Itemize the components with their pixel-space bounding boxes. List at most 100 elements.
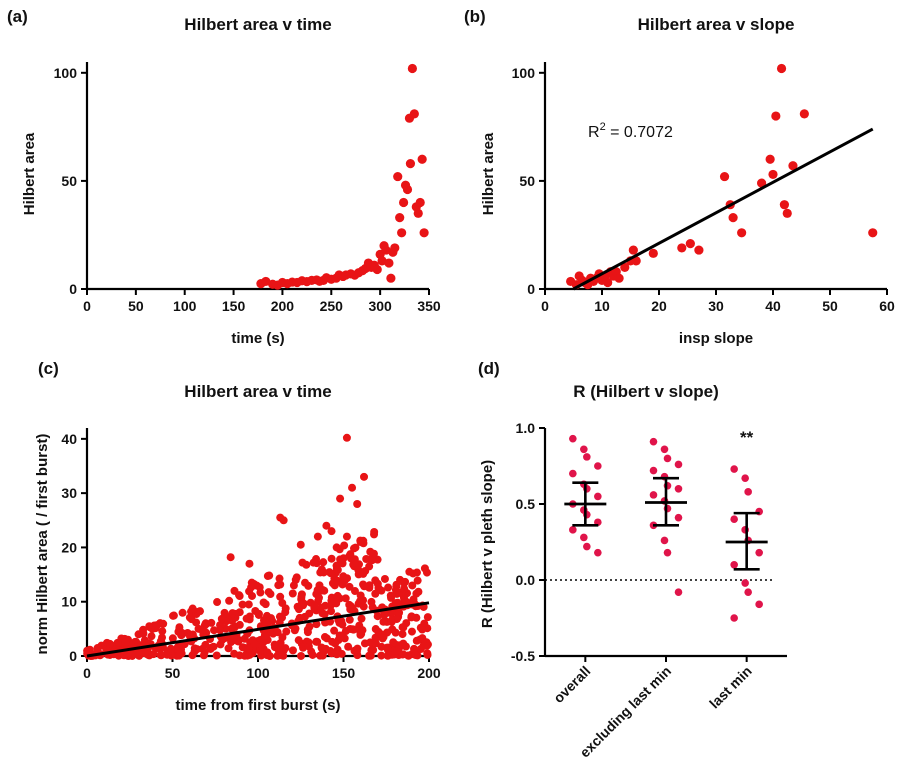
panel-c-data-point xyxy=(196,607,205,616)
panel-b-data-point xyxy=(799,109,809,119)
panel-c-data-point xyxy=(420,641,429,650)
panel-c-data-point xyxy=(217,614,226,623)
panel-c-data-point xyxy=(348,604,357,613)
panel-c-data-point xyxy=(409,569,418,578)
panel-c-data-point xyxy=(359,602,368,611)
panel-c-data-point xyxy=(357,614,366,623)
panel-b-data-point xyxy=(614,273,624,283)
panel-c-data-point xyxy=(276,592,285,601)
panel-c-data-point xyxy=(384,583,393,592)
panel-b-data-point xyxy=(685,239,695,249)
panel-c-data-point xyxy=(343,574,352,583)
panel-a-data-point xyxy=(415,197,425,208)
panel-c-data-point xyxy=(416,623,425,632)
panel-c-data-point xyxy=(248,591,257,600)
panel-d-data-point xyxy=(649,437,658,446)
panel-a-data-point xyxy=(384,258,394,268)
panel-c-data-point xyxy=(207,618,216,627)
panel-b-x-tick-label: 20 xyxy=(651,298,667,314)
panel-c-data-point xyxy=(294,636,303,645)
panel-c-data-point xyxy=(380,574,389,583)
panel-d-data-point xyxy=(663,454,672,463)
panel-b-data-point xyxy=(765,154,775,164)
panel-c-data-point xyxy=(169,611,178,620)
panel-c-data-point xyxy=(291,575,300,584)
panel-c-data-point xyxy=(318,651,327,660)
panel-c-data-point xyxy=(420,564,429,573)
panel-a-data-point xyxy=(372,264,382,275)
panel-a-y-tick-label: 0 xyxy=(69,281,77,297)
panel-c-data-point xyxy=(327,554,336,563)
panel-d-data-point xyxy=(569,469,577,478)
panel-d-y-tick-label: 0.0 xyxy=(516,572,536,588)
panel-d-data-point xyxy=(741,474,749,482)
panel-c-data-point xyxy=(226,553,235,562)
panel-c-data-point xyxy=(411,650,420,659)
panel-c-data-point xyxy=(279,516,288,525)
panel-c-data-point xyxy=(320,610,329,619)
panel-c-data-point xyxy=(342,532,351,541)
panel-c-data-point xyxy=(225,596,234,605)
panel-c-data-point xyxy=(140,649,149,658)
panel-c-data-point xyxy=(365,562,374,571)
panel-c-data-point xyxy=(298,558,307,567)
panel-c-data-point xyxy=(310,602,319,611)
panel-c-x-tick-label: 200 xyxy=(417,665,441,681)
panel-c-y-tick-label: 30 xyxy=(61,485,77,501)
panel-c-data-point xyxy=(147,632,156,641)
panel-c-data-point xyxy=(235,620,244,629)
panel-c-data-point xyxy=(278,633,287,642)
panel-c-data-point xyxy=(330,626,339,635)
panel-c-y-tick-label: 20 xyxy=(61,539,77,555)
panel-d-data-point xyxy=(730,465,738,473)
panel-a-data-point xyxy=(390,243,400,253)
panel-d-data-point xyxy=(744,488,752,496)
panel-c-data-point xyxy=(369,549,378,558)
panel-b-data-point xyxy=(628,245,638,255)
panel-b-data-point xyxy=(779,200,790,210)
panel-c-data-point xyxy=(187,615,196,624)
panel-a-data-point xyxy=(405,159,416,169)
panel-c-data-point xyxy=(388,625,397,634)
panel-b-x-tick-label: 50 xyxy=(822,298,838,314)
panel-d-y-tick-label: -0.5 xyxy=(511,648,535,664)
panel-c-data-point xyxy=(199,651,208,660)
panel-c-data-point xyxy=(128,650,137,659)
panel-b-x-tick-label: 40 xyxy=(765,298,781,314)
panel-d-data-point xyxy=(594,548,602,557)
panel-c-data-point xyxy=(166,644,175,653)
panel-c-data-point xyxy=(261,600,270,609)
panel-b-data-point xyxy=(768,169,778,180)
panel-d-data-point xyxy=(755,548,763,557)
panel-a-data-point xyxy=(402,184,413,195)
panel-d-significance-marker: ** xyxy=(740,428,754,447)
panel-c-data-point xyxy=(288,589,297,598)
panel-c-data-point xyxy=(341,594,350,603)
panel-c-data-point xyxy=(274,581,283,590)
panel-c-data-point xyxy=(404,651,413,660)
panel-c-plot: 0 50 100 150 200 0 10 20 30 40 xyxy=(61,428,441,681)
panel-c-data-point xyxy=(157,651,166,660)
panel-c-data-point xyxy=(175,651,184,660)
panel-a-y-tick-label: 100 xyxy=(54,65,78,81)
panel-c-data-point xyxy=(235,651,244,660)
panel-c-data-point xyxy=(389,638,398,647)
panel-a-data-point xyxy=(419,228,429,238)
panel-c-data-point xyxy=(250,640,259,649)
panel-a-data-point xyxy=(407,63,417,74)
panel-d-data-point xyxy=(674,588,683,596)
panel-c-data-point xyxy=(357,629,366,638)
panel-c-y-tick-label: 10 xyxy=(61,594,77,610)
panel-c-data-point xyxy=(349,544,358,553)
panel-c-data-point xyxy=(188,604,197,613)
panel-c-data-point xyxy=(348,483,357,492)
panel-c-data-point xyxy=(423,650,432,659)
panel-a-xlabel: time (s) xyxy=(231,330,284,347)
panel-c-data-point xyxy=(350,587,359,596)
panel-d-data-point xyxy=(730,614,738,622)
panel-c-data-point xyxy=(245,615,254,624)
panel-c-y-tick-label: 40 xyxy=(61,431,77,447)
panel-c-data-point xyxy=(304,642,313,651)
panel-c-x-tick-label: 150 xyxy=(332,665,356,681)
panel-a-x-tick-label: 50 xyxy=(128,298,144,314)
